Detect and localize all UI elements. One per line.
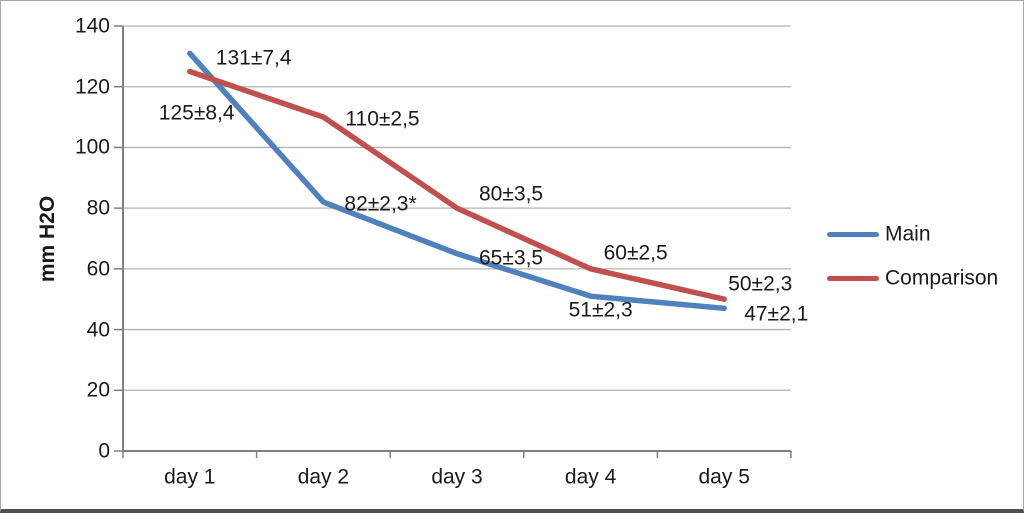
legend-swatch-main: [827, 231, 879, 237]
x-tick-label: day 2: [297, 465, 350, 489]
legend-label: Main: [885, 222, 931, 246]
x-tick-label: day 4: [564, 465, 617, 489]
series-line-main: [187, 50, 727, 312]
series-line-comparison: [187, 68, 727, 302]
data-label: 80±3,5: [479, 182, 544, 206]
data-label: 82±2,3*: [344, 192, 417, 216]
y-tick-label: 140: [74, 14, 110, 38]
y-tick-label: 100: [74, 135, 110, 159]
x-tick-label: day 5: [698, 465, 750, 489]
y-tick-label: 40: [86, 318, 110, 342]
y-axis-title: mm H2O: [36, 195, 59, 283]
y-tick-label: 20: [86, 378, 110, 402]
y-tick-label: 120: [74, 75, 110, 99]
legend-label: Comparison: [885, 266, 999, 290]
y-tick-label: 0: [98, 439, 110, 463]
data-label: 125±8,4: [158, 101, 235, 125]
data-label: 131±7,4: [215, 46, 292, 70]
y-tick-label: 80: [86, 196, 110, 220]
x-tick-label: day 1: [164, 465, 216, 489]
y-tick-label: 60: [86, 257, 110, 281]
data-label: 60±2,5: [603, 241, 668, 265]
data-label: 51±2,3: [568, 298, 633, 322]
data-label: 110±2,5: [345, 107, 420, 131]
x-tick-label: day 3: [431, 465, 483, 489]
legend-swatch-comparison: [827, 275, 879, 281]
data-label: 47±2,1: [744, 302, 809, 326]
data-label: 50±2,3: [728, 272, 793, 296]
data-label: 65±3,5: [479, 246, 544, 270]
